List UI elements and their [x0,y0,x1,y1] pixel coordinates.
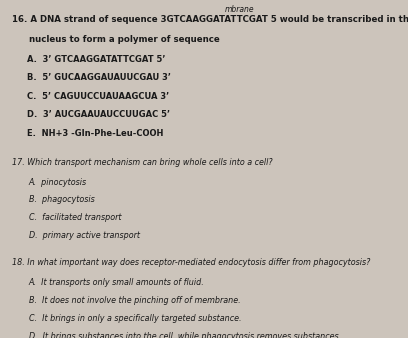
Text: D.  It brings substances into the cell, while phagocytosis removes substances.: D. It brings substances into the cell, w… [29,332,341,338]
Text: C.  It brings in only a specifically targeted substance.: C. It brings in only a specifically targ… [29,314,241,323]
Text: mbrane: mbrane [224,5,254,14]
Text: 18. In what important way does receptor-mediated endocytosis differ from phagocy: 18. In what important way does receptor-… [12,259,370,267]
Text: E.  NH+3 -Gln-Phe-Leu-COOH: E. NH+3 -Gln-Phe-Leu-COOH [27,129,163,138]
Text: B.  phagocytosis: B. phagocytosis [29,195,94,204]
Text: D.  primary active transport: D. primary active transport [29,231,140,240]
Text: C.  facilitated transport: C. facilitated transport [29,213,121,222]
Text: B.  It does not involve the pinching off of membrane.: B. It does not involve the pinching off … [29,296,240,305]
Text: A.  It transports only small amounts of fluid.: A. It transports only small amounts of f… [29,278,204,287]
Text: A.  3’ GTCAAGGATATTCGAT 5’: A. 3’ GTCAAGGATATTCGAT 5’ [27,55,165,64]
Text: 16. A DNA strand of sequence 3GTCAAGGATATTCGAT 5 would be transcribed in the: 16. A DNA strand of sequence 3GTCAAGGATA… [12,15,408,24]
Text: A.  pinocytosis: A. pinocytosis [29,177,86,187]
Text: B.  5’ GUCAAGGAUAUUCGAU 3’: B. 5’ GUCAAGGAUAUUCGAU 3’ [27,73,171,82]
Text: D.  3’ AUCGAAUAUCCUUGAC 5’: D. 3’ AUCGAAUAUCCUUGAC 5’ [27,110,170,119]
Text: 17. Which transport mechanism can bring whole cells into a cell?: 17. Which transport mechanism can bring … [12,158,273,167]
Text: nucleus to form a polymer of sequence: nucleus to form a polymer of sequence [29,35,220,44]
Text: C.  5’ CAGUUCCUAUAAGCUA 3’: C. 5’ CAGUUCCUAUAAGCUA 3’ [27,92,169,101]
